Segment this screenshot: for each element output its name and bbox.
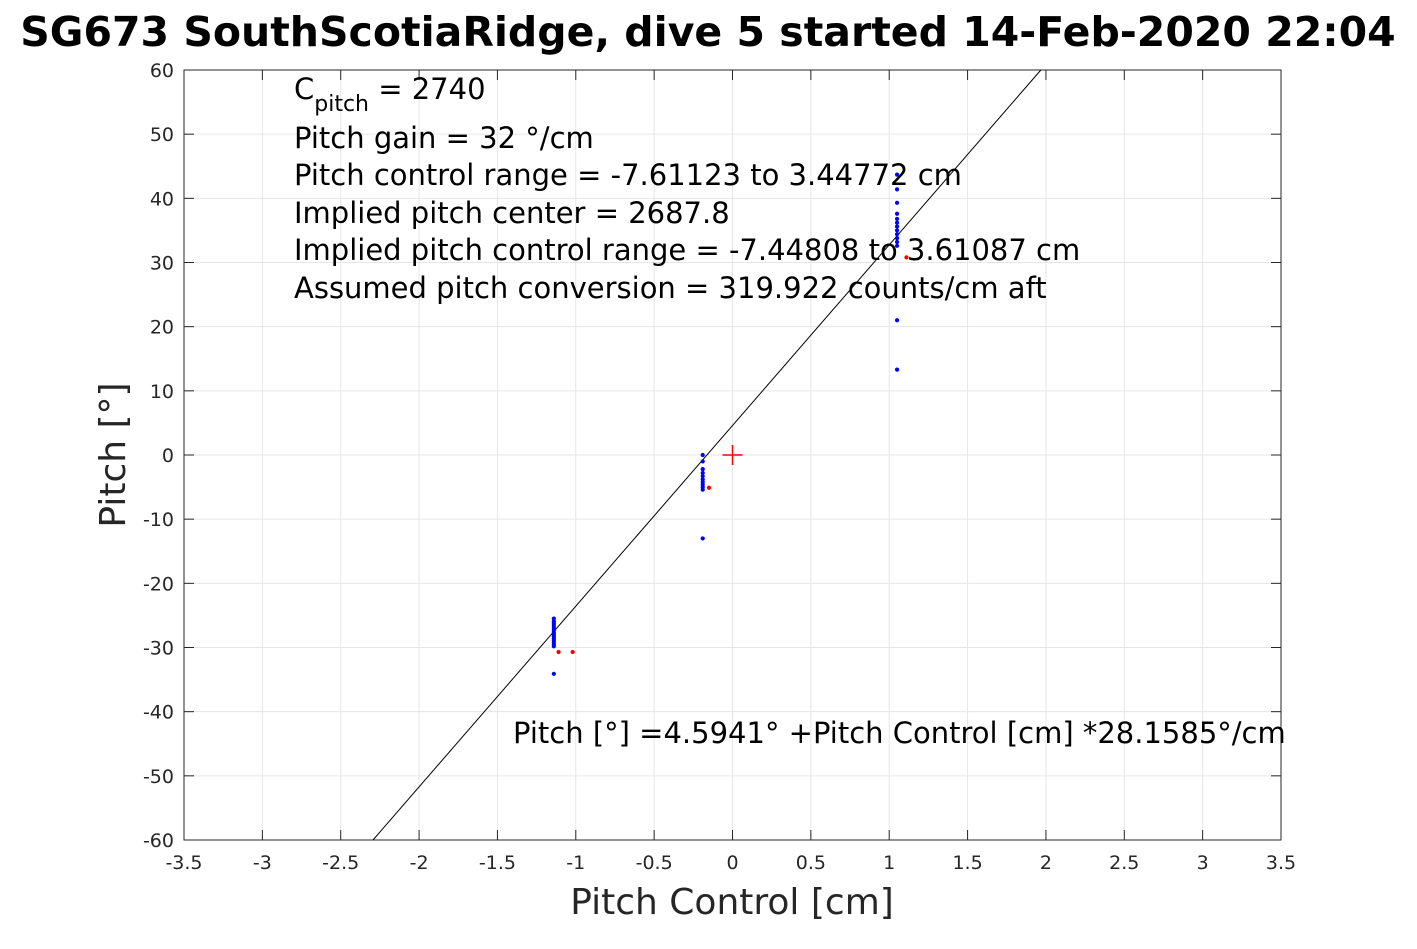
data-point <box>894 200 900 205</box>
bad-data-point <box>570 649 575 655</box>
cpitch-subscript: pitch <box>314 92 369 117</box>
data-point <box>894 232 900 237</box>
y-tick-label: 60 <box>150 60 174 82</box>
x-tick-label: 3.5 <box>1266 852 1296 874</box>
data-points <box>551 172 909 676</box>
data-point <box>894 367 900 372</box>
x-tick-label: -3 <box>253 852 272 874</box>
bad-data-point <box>904 255 909 260</box>
data-point <box>700 536 705 541</box>
annotation-cpitch: Cpitch = 2740 <box>294 72 486 117</box>
annotation-implied-pitch-control-range: Implied pitch control range = -7.44808 t… <box>294 233 1080 267</box>
data-point <box>894 187 900 192</box>
y-tick-label: 20 <box>150 317 174 339</box>
x-tick-label: 1.5 <box>952 852 982 874</box>
y-tick-label: -10 <box>143 509 174 531</box>
data-point <box>894 216 900 221</box>
x-tick-label: 2.5 <box>1109 852 1139 874</box>
x-tick-label: 0 <box>726 852 738 874</box>
axis-ticks: -3.5 -3 -2.5 -2 -1.5 -1 -0.5 0 0.5 1 1.5 2 2.5 3 3.5 -6… <box>143 60 1296 874</box>
data-point <box>894 243 900 248</box>
data-point <box>894 236 900 241</box>
annotation-pitch-gain: Pitch gain = 32 °/cm <box>294 121 594 155</box>
data-point <box>894 211 900 216</box>
fit-line <box>372 69 1042 841</box>
x-tick-label: -2.5 <box>322 852 359 874</box>
data-point <box>894 224 900 229</box>
x-tick-label: 3 <box>1197 852 1209 874</box>
data-point <box>894 239 900 245</box>
x-tick-label: -1.5 <box>479 852 516 874</box>
x-tick-label: -1 <box>566 852 585 874</box>
y-tick-label: -20 <box>143 573 174 595</box>
data-point <box>700 459 705 464</box>
center-marker-layer <box>722 445 743 465</box>
data-point <box>700 474 705 479</box>
data-point <box>700 487 705 492</box>
annotation-pitch-conversion: Assumed pitch conversion = 319.922 count… <box>294 271 1047 305</box>
cpitch-value: = 2740 <box>369 72 486 106</box>
x-tick-label: -0.5 <box>636 852 673 874</box>
data-point <box>700 452 705 458</box>
bad-data-point <box>706 485 712 490</box>
annotation-implied-pitch-center: Implied pitch center = 2687.8 <box>294 196 730 230</box>
y-tick-label: -50 <box>143 766 174 788</box>
annotation-pitch-control-range: Pitch control range = -7.61123 to 3.4477… <box>294 158 962 192</box>
y-tick-label: 30 <box>150 253 174 275</box>
x-axis-label: Pitch Control [cm] <box>570 882 894 923</box>
data-point <box>894 228 900 233</box>
y-tick-label: -60 <box>143 830 174 852</box>
data-point <box>551 644 556 649</box>
x-tick-label: 1 <box>883 852 895 874</box>
data-point <box>894 220 900 225</box>
data-point <box>551 671 556 676</box>
x-tick-label: -2 <box>410 852 429 874</box>
y-tick-label: 0 <box>162 445 174 467</box>
fit-line-layer <box>372 69 1042 841</box>
y-tick-label: 10 <box>150 381 174 403</box>
y-axis-label: Pitch [°] <box>93 382 134 527</box>
x-tick-label: 2 <box>1040 852 1052 874</box>
bad-data-point <box>556 649 561 655</box>
chart-title: SG673 SouthScotiaRidge, dive 5 started 1… <box>20 8 1395 56</box>
annotation-fit-equation: Pitch [°] =4.5941° +Pitch Control [cm] *… <box>513 716 1286 750</box>
data-point <box>894 172 900 177</box>
data-point <box>700 467 705 472</box>
y-tick-label: -40 <box>143 702 174 724</box>
grid-lines <box>183 69 1282 841</box>
y-tick-label: 50 <box>150 124 174 146</box>
y-tick-label: -30 <box>143 638 174 660</box>
x-tick-label: 0.5 <box>796 852 826 874</box>
data-point <box>894 318 900 323</box>
x-tick-label: -3.5 <box>165 852 202 874</box>
data-point <box>700 470 705 476</box>
cpitch-symbol: C <box>294 72 314 106</box>
y-tick-label: 40 <box>150 188 174 210</box>
